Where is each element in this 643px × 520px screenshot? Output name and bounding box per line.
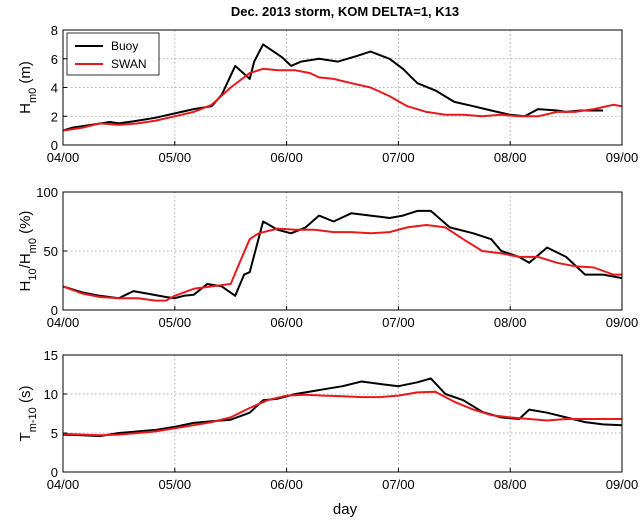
y-label-symbol: T	[17, 432, 34, 441]
series-line-buoy	[62, 209, 623, 300]
legend-label-buoy: Buoy	[111, 39, 138, 53]
y-label-symbol: /H	[17, 253, 34, 268]
x-tick-label: 06/00	[270, 477, 303, 492]
x-tick-label: 07/00	[382, 150, 415, 165]
chart-title: Dec. 2013 storm, KOM DELTA=1, K13	[231, 4, 459, 19]
y-label-unit: (m)	[17, 61, 34, 88]
x-tick-label: 08/00	[494, 150, 527, 165]
y-tick-label: 100	[36, 185, 58, 200]
series-line-swan	[62, 390, 622, 437]
y-tick-label: 0	[51, 303, 58, 318]
y-tick-label: 15	[44, 348, 58, 363]
y-label-symbol: H	[17, 103, 34, 114]
y-label-subscript: m0	[27, 238, 39, 253]
y-label-symbol: H	[17, 281, 34, 292]
y-tick-label: 50	[44, 244, 58, 259]
y-axis-label: Tm-10 (s)	[17, 386, 39, 442]
x-tick-label: 05/00	[159, 150, 192, 165]
x-tick-label: 06/00	[270, 150, 303, 165]
chart-panel-3: 04/00 05/00 06/00 07/00 08/00 09/00 0 5 10 15 Tm-1…	[17, 348, 638, 492]
y-label-unit: (s)	[17, 386, 34, 408]
legend-box	[66, 32, 160, 76]
x-axis-label: day	[333, 501, 358, 518]
y-axis-label: Hm0 (m)	[17, 61, 39, 114]
x-tick-label: 08/00	[494, 315, 527, 330]
y-tick-label: 8	[51, 23, 58, 38]
legend-label-swan: SWAN	[111, 57, 147, 71]
x-tick-label: 06/00	[270, 315, 303, 330]
y-tick-label: 2	[51, 109, 58, 124]
y-tick-label: 10	[44, 387, 58, 402]
x-tick-label: 08/00	[494, 477, 527, 492]
y-label-subscript: 10	[27, 268, 39, 280]
plot-frame	[62, 191, 623, 311]
y-tick-label: 0	[51, 138, 58, 153]
x-tick-label: 05/00	[159, 315, 192, 330]
y-tick-label: 4	[51, 81, 58, 96]
x-tick-label: 04/00	[47, 477, 80, 492]
chart-panel-2: 04/00 05/00 06/00 07/00 08/00 09/00 0 50 100 H10/…	[17, 185, 638, 330]
y-label-subscript: m0	[27, 88, 39, 103]
x-tick-label: 09/00	[606, 477, 639, 492]
x-tick-label: 05/00	[159, 477, 192, 492]
x-tick-label: 09/00	[606, 150, 639, 165]
chart-panel-1: 04/00 05/00 06/00 07/00 08/00 09/00 0 2 4 6 8 Hm0 (…	[17, 23, 638, 165]
series-line-swan	[62, 224, 622, 302]
series-line-buoy	[62, 377, 623, 438]
x-tick-label: 07/00	[382, 315, 415, 330]
y-tick-label: 6	[51, 52, 58, 67]
y-label-unit: (%)	[17, 211, 34, 239]
plot-frame	[62, 354, 623, 473]
x-tick-label: 09/00	[606, 315, 639, 330]
y-axis-label: H10/Hm0 (%)	[17, 211, 39, 292]
legend: Buoy SWAN	[66, 32, 160, 76]
y-tick-label: 5	[51, 426, 58, 441]
x-tick-label: 04/00	[47, 150, 80, 165]
x-tick-label: 07/00	[382, 477, 415, 492]
series-line-swan	[62, 67, 623, 132]
x-tick-label: 04/00	[47, 315, 80, 330]
y-label-subscript: m-10	[27, 407, 39, 432]
y-tick-label: 0	[51, 465, 58, 480]
